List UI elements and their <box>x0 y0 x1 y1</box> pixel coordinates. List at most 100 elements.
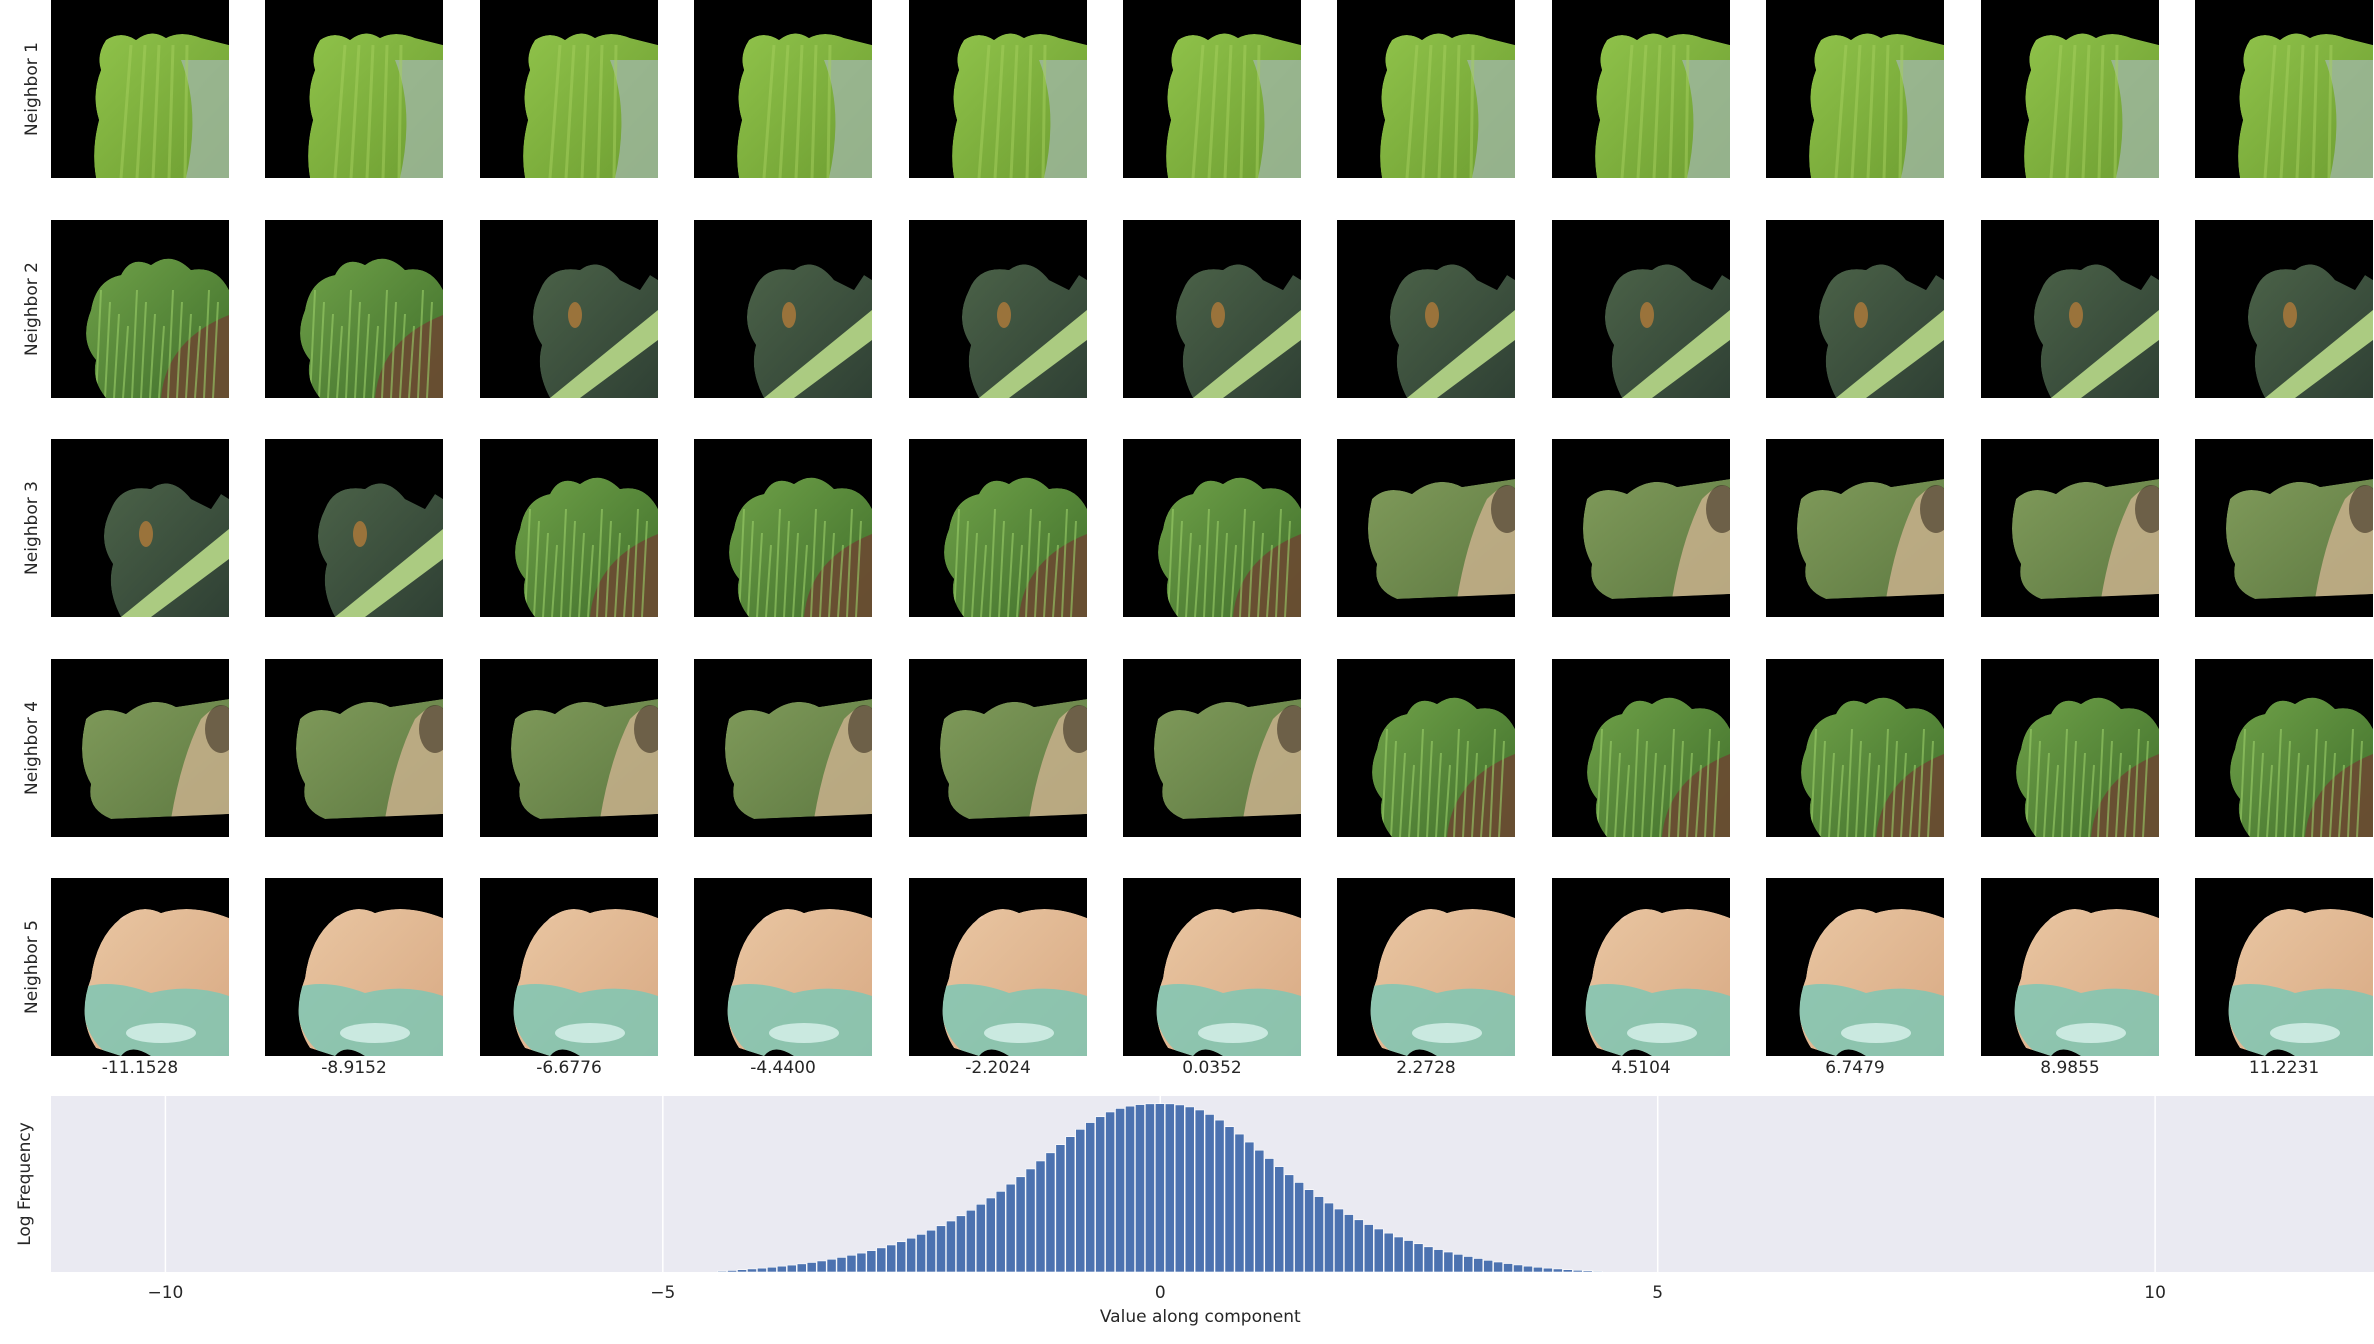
histogram-bar <box>826 1258 837 1273</box>
histogram-bar <box>1035 1160 1046 1273</box>
column-value-label: 11.2231 <box>2248 1058 2320 1078</box>
neighbor-thumbnail <box>1981 439 2159 617</box>
column-value-label: 0.0352 <box>1182 1058 1242 1078</box>
neighbor-thumbnail <box>265 0 443 178</box>
neighbor-thumbnail <box>480 659 658 837</box>
row-label: Neighbor 3 <box>21 481 42 575</box>
neighbor-thumbnail <box>265 659 443 837</box>
neighbor-thumbnail <box>1552 0 1730 178</box>
histogram-bar <box>1353 1219 1364 1273</box>
column-value-label: 4.5104 <box>1611 1058 1671 1078</box>
histogram-bar <box>1363 1224 1374 1273</box>
histogram-svg: −10 −5 0 5 10 Value along component Log Freque… <box>15 1096 2374 1327</box>
neighbor-thumbnail <box>265 878 443 1056</box>
neighbor-thumbnail <box>1337 878 1515 1056</box>
histogram-bar <box>1592 1270 1603 1273</box>
histogram-bar <box>1513 1264 1523 1273</box>
histogram-bar <box>1095 1116 1106 1273</box>
histogram-bar <box>1174 1104 1185 1273</box>
neighbor-thumbnail <box>265 439 443 617</box>
neighbor-thumbnail <box>909 659 1087 837</box>
neighbor-thumbnail-grid: Neighbor 1 Neighbor 2 Neighbor 3 Neighbor 4… <box>21 0 2373 1078</box>
component-histogram: −10 −5 0 5 10 Value along component Log Freque… <box>0 1090 2374 1344</box>
neighbor-thumbnail <box>265 220 443 398</box>
histogram-bar <box>1164 1103 1175 1273</box>
histogram-bar <box>995 1191 1006 1273</box>
neighbor-thumbnail <box>1981 220 2159 398</box>
histogram-bar <box>975 1203 986 1273</box>
histogram-bar <box>757 1267 767 1273</box>
histogram-bar <box>985 1197 996 1273</box>
neighbor-thumbnail <box>480 220 658 398</box>
x-tick-label: 0 <box>1155 1283 1166 1303</box>
histogram-bar <box>1105 1111 1116 1273</box>
histogram-bar <box>866 1250 877 1273</box>
histogram-bar <box>717 1270 728 1273</box>
neighbor-thumbnail <box>51 878 229 1056</box>
histogram-bar <box>776 1265 787 1273</box>
histogram-bar <box>846 1254 857 1273</box>
histogram-bar <box>1314 1196 1324 1273</box>
neighbor-thumbnail <box>909 0 1087 178</box>
histogram-bar <box>1015 1176 1026 1273</box>
neighbor-thumbnail <box>909 439 1087 617</box>
neighbor-thumbnail <box>694 439 872 617</box>
histogram-bar <box>1324 1202 1334 1273</box>
column-value-label: -8.9152 <box>321 1058 387 1078</box>
histogram-bar <box>1204 1114 1215 1273</box>
neighbor-thumbnail <box>2195 659 2373 837</box>
histogram-bar <box>946 1220 956 1273</box>
histogram-bar <box>1184 1106 1195 1273</box>
histogram-bar <box>936 1225 946 1273</box>
neighbor-thumbnail <box>1337 439 1515 617</box>
histogram-bar <box>816 1260 827 1273</box>
histogram-bar <box>886 1244 897 1273</box>
histogram-bar <box>836 1257 847 1273</box>
histogram-bar <box>876 1247 887 1273</box>
histogram-bar <box>1115 1108 1125 1273</box>
column-value-label: -2.2024 <box>965 1058 1031 1078</box>
column-value-label: -6.6776 <box>536 1058 602 1078</box>
neighbor-thumbnail <box>1766 0 1944 178</box>
histogram-bar <box>916 1234 926 1273</box>
neighbor-thumbnail <box>694 878 872 1056</box>
row-label: Neighbor 5 <box>21 920 42 1014</box>
histogram-bar <box>1423 1246 1434 1273</box>
histogram-bar <box>1344 1214 1354 1273</box>
histogram-bar <box>1304 1189 1314 1273</box>
column-value-label: 2.2728 <box>1396 1058 1456 1078</box>
histogram-bar <box>1055 1144 1066 1273</box>
neighbor-thumbnail <box>1766 878 1944 1056</box>
neighbor-thumbnail <box>1981 878 2159 1056</box>
histogram-bar <box>1005 1183 1016 1273</box>
histogram-bar <box>1254 1149 1265 1273</box>
neighbor-thumbnail <box>51 659 229 837</box>
neighbor-thumbnail <box>1981 0 2159 178</box>
histogram-bar <box>1274 1166 1285 1273</box>
column-value-label: 6.7479 <box>1825 1058 1885 1078</box>
histogram-bar <box>766 1266 777 1273</box>
histogram-bar <box>1493 1261 1503 1273</box>
histogram-bar <box>896 1241 907 1273</box>
histogram-bar <box>1383 1232 1394 1273</box>
neighbor-thumbnail <box>480 439 658 617</box>
histogram-bar <box>1085 1122 1096 1273</box>
histogram-bar <box>1244 1141 1255 1273</box>
histogram-bar <box>926 1229 936 1273</box>
neighbor-thumbnail <box>1552 220 1730 398</box>
histogram-bar <box>1224 1126 1235 1273</box>
neighbor-thumbnail <box>694 0 872 178</box>
neighbor-thumbnail <box>1766 439 1944 617</box>
histogram-bar <box>737 1269 747 1273</box>
histogram-bar <box>1473 1258 1484 1273</box>
histogram-bar <box>786 1264 797 1273</box>
column-value-label: -11.1528 <box>101 1058 179 1078</box>
histogram-bar <box>856 1252 867 1273</box>
neighbor-thumbnail <box>51 0 229 178</box>
neighbor-thumbnail <box>1123 878 1301 1056</box>
histogram-bar <box>1523 1265 1533 1273</box>
histogram-bar <box>1145 1103 1155 1273</box>
histogram-bar <box>1264 1158 1275 1273</box>
x-tick-label: 10 <box>2144 1283 2166 1303</box>
neighbor-thumbnail <box>2195 878 2373 1056</box>
